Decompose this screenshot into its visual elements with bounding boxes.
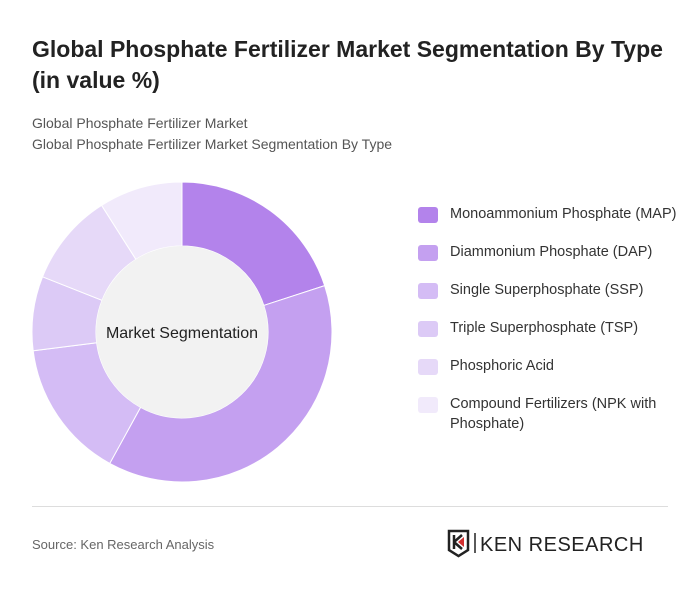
divider [32,506,668,507]
donut-chart: Market Segmentation [31,181,333,483]
legend-item: Phosphoric Acid [418,356,688,376]
ken-research-logo: KEN RESEARCH [447,529,644,558]
source-note: Source: Ken Research Analysis [32,537,215,552]
donut-hole [96,246,268,418]
legend-swatch [418,321,438,337]
legend-label: Monoammonium Phosphate (MAP) [450,206,677,222]
legend-item: Single Superphosphate (SSP) [418,280,688,300]
center-label: Market Segmentation [106,325,258,342]
legend-swatch [418,207,438,223]
legend-label: Phosphoric Acid [450,358,554,374]
legend-item: Monoammonium Phosphate (MAP) [418,204,688,224]
legend-swatch [418,283,438,299]
legend-label: Single Superphosphate (SSP) [450,282,644,298]
legend-item: Diammonium Phosphate (DAP) [418,242,688,262]
legend-item: Triple Superphosphate (TSP) [418,318,688,338]
chart-title: Global Phosphate Fertilizer Market Segme… [32,36,663,93]
legend-swatch [418,245,438,261]
subtitle-2: Global Phosphate Fertilizer Market Segme… [32,136,393,152]
legend-swatch [418,397,438,413]
legend-label: Diammonium Phosphate (DAP) [450,244,653,260]
legend-label: Compound Fertilizers (NPK with Phosphate… [450,396,657,432]
legend-item: Compound Fertilizers (NPK with Phosphate… [418,394,688,434]
legend-swatch [418,359,438,375]
legend-label: Triple Superphosphate (TSP) [450,320,639,336]
legend: Monoammonium Phosphate (MAP) Diammonium P… [418,204,688,452]
subtitle-1: Global Phosphate Fertilizer Market [32,115,248,131]
svg-text:KEN RESEARCH: KEN RESEARCH [480,534,644,556]
